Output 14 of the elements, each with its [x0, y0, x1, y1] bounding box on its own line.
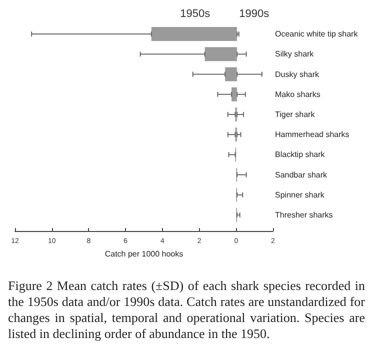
y-tick-label: Blacktip shark — [275, 150, 326, 160]
y-tick-label: Mako sharks — [275, 90, 320, 99]
y-tick-label: Spinner shark — [275, 190, 326, 200]
series-label: 1950s — [180, 8, 211, 20]
y-tick-label: Hammerhead sharks — [275, 130, 350, 140]
y-tick-label: Oceanic white tip shark — [275, 30, 359, 39]
series-label: 1990s — [239, 8, 270, 20]
y-tick-label: Tiger shark — [275, 110, 316, 119]
y-tick-label: Thresher sharks — [275, 210, 333, 220]
x-axis-title: Catch per 1000 hooks — [104, 250, 184, 258]
y-tick-label: Dusky shark — [275, 70, 320, 79]
caption: Figure 2 Mean catch rates (±SD) of each shark species recorded in the 1950s data and/or 1990s data. Catch rates are unstandardized for changes in spatial, temporal and operational variation. Species are listed in declining order of abundance in the 1950. — [8, 278, 365, 342]
y-tick-label: Sandbar shark — [275, 170, 328, 180]
y-tick-label: Silky shark — [275, 50, 315, 59]
